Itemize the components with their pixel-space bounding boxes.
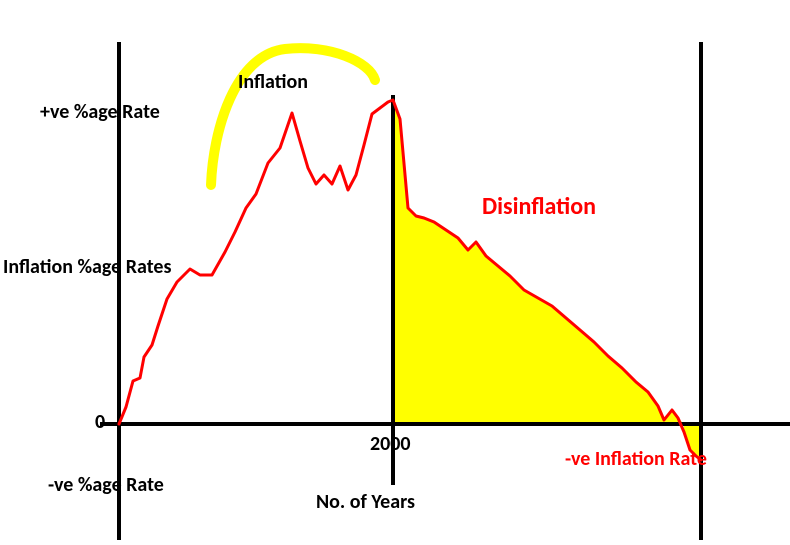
disinflation-fill — [393, 100, 701, 424]
y-axis-title: Inflation %age Rates — [3, 255, 171, 279]
zero-label: 0 — [95, 410, 105, 434]
chart-container: { "canvas": { "width": 790, "height": 54… — [0, 0, 790, 545]
negative-rate-label: -ve %age Rate — [48, 473, 164, 497]
disinflation-label: Disinflation — [482, 192, 596, 221]
inflation-label: Inflation — [238, 70, 308, 94]
x-axis-title: No. of Years — [316, 490, 415, 514]
positive-rate-label: +ve %age Rate — [40, 100, 160, 124]
x-tick-2000: 2000 — [370, 432, 411, 456]
negative-inflation-label: -ve Inflation Rate — [565, 447, 707, 471]
